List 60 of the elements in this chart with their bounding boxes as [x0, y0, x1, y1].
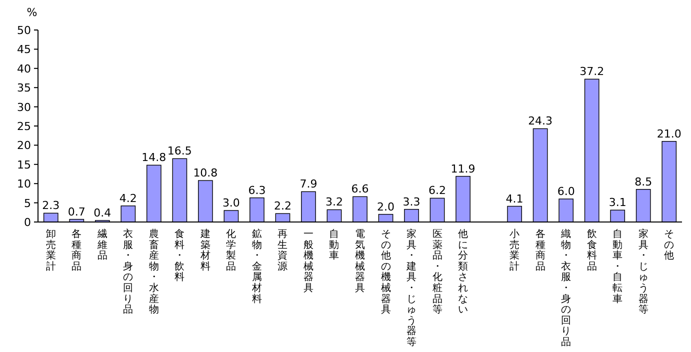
y-tick-label: 40 [17, 62, 31, 76]
x-tick-label: 小売業計 [510, 228, 520, 272]
data-label: 7.9 [300, 178, 318, 191]
data-label: 14.8 [142, 151, 166, 164]
x-tick-label: 食料・飲料 [174, 228, 185, 284]
y-tick-label: 15 [17, 158, 31, 172]
x-tick-label: 各種商品 [535, 229, 546, 272]
data-label: 3.1 [608, 196, 626, 210]
x-tick-label: 電気機械器具 [355, 229, 365, 294]
x-tick-label: 自動車 [329, 228, 340, 262]
data-label: 4.1 [506, 192, 524, 206]
x-tick-label: 農畜産物・水産物 [148, 228, 159, 316]
data-label: 8.5 [634, 175, 652, 188]
data-label: 2.3 [42, 199, 60, 212]
x-tick-label: 鉱物・金属材料 [250, 228, 262, 305]
y-axis-title: % [26, 6, 38, 19]
data-label: 21.0 [656, 127, 682, 140]
data-label: 2.0 [377, 200, 395, 214]
data-label: 6.3 [248, 184, 266, 197]
x-tick-label: 卸売業計 [46, 228, 56, 272]
data-label: 16.5 [167, 144, 192, 158]
x-tick-label: 他に分類されない [458, 228, 468, 316]
data-label: 0.4 [94, 206, 112, 220]
data-label: 3.3 [402, 195, 420, 208]
y-tick-label: 10 [17, 178, 31, 191]
y-tick-label: 30 [17, 100, 31, 114]
x-tick-label: その他 [664, 229, 674, 262]
y-tick-label: 0 [24, 216, 31, 229]
y-tick-label: 35 [17, 82, 31, 95]
y-tick-label: 50 [17, 24, 31, 37]
x-tick-label: 建築材料 [199, 228, 210, 272]
x-tick-label: 家具・じゅう器等 [638, 228, 648, 316]
x-tick-label: 一般機械器具 [303, 229, 314, 294]
x-tick-label: 衣服・身の回り品 [123, 228, 134, 316]
y-tick-label: 45 [17, 43, 31, 56]
x-tick-label: 各種商品 [72, 229, 82, 272]
x-tick-label: 飲食料品 [586, 229, 597, 272]
data-label: 10.8 [193, 166, 218, 180]
data-label: 11.9 [450, 162, 476, 176]
x-tick-label: 化学製品 [226, 228, 236, 272]
data-label: 3.2 [325, 196, 343, 209]
category-label: 織物・衣服・身の回り品 [561, 229, 572, 348]
data-label: 6.6 [351, 182, 369, 196]
x-tick-label: 医薬品・化粧品等 [432, 229, 442, 316]
data-label: 2.2 [274, 200, 292, 213]
data-label: 3.0 [222, 196, 240, 210]
data-label: 37.2 [580, 65, 604, 78]
y-tick-label: 25 [17, 120, 31, 133]
data-label: 0.7 [68, 205, 86, 218]
x-tick-label: 再生資源 [278, 229, 288, 272]
y-tick-label: 5 [24, 196, 31, 210]
category-label: 家具・建具・じゅう器等 [406, 229, 417, 348]
x-tick-label: 自動車・自転車 [612, 228, 623, 305]
data-label: 24.3 [528, 114, 553, 128]
data-label: 4.2 [119, 192, 137, 205]
data-label: 6.2 [428, 184, 446, 198]
data-label: 6.0 [557, 184, 575, 198]
x-tick-label: その他の機械器具 [380, 229, 391, 316]
x-tick-label: 繊維品 [96, 228, 108, 262]
y-tick-label: 20 [17, 139, 31, 152]
